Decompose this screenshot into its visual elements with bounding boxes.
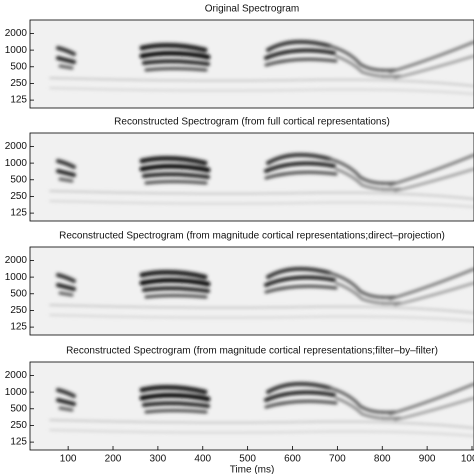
- y-tick-label: 1000: [5, 272, 28, 283]
- x-tick-label: 800: [374, 454, 391, 465]
- panel-title: Original Spectrogram: [205, 4, 299, 15]
- y-tick-label: 1000: [5, 45, 28, 56]
- y-tick-label: 2000: [5, 370, 28, 381]
- y-tick-label: 2000: [5, 255, 28, 266]
- y-tick-label: 500: [10, 288, 27, 299]
- axes-frame: [29, 246, 474, 336]
- spectrogram-image: [30, 20, 474, 108]
- x-tick-label: 100: [60, 454, 77, 465]
- panel-title: Reconstructed Spectrogram (from full cor…: [114, 117, 390, 128]
- spectrogram-image: [30, 362, 474, 450]
- y-tick-label: 125: [10, 208, 27, 219]
- spectrogram-image: [30, 133, 474, 221]
- x-axis-label: Time (ms): [230, 465, 275, 474]
- axes-frame: [29, 361, 474, 451]
- y-tick-label: 250: [10, 305, 27, 316]
- y-tick-label: 125: [10, 437, 27, 448]
- y-tick-label: 500: [10, 61, 27, 72]
- axes-frame: [29, 132, 474, 222]
- panel-title: Reconstructed Spectrogram (from magnitud…: [66, 346, 438, 357]
- y-tick-label: 2000: [5, 28, 28, 39]
- x-tick-label: 1000: [461, 454, 474, 465]
- y-tick-label: 125: [10, 322, 27, 333]
- x-tick-label: 500: [239, 454, 256, 465]
- axes-frame: [29, 19, 474, 109]
- y-tick-label: 2000: [5, 141, 28, 152]
- y-tick-label: 250: [10, 420, 27, 431]
- y-tick-label: 1000: [5, 158, 28, 169]
- panel-title: Reconstructed Spectrogram (from magnitud…: [59, 231, 445, 242]
- x-tick-label: 700: [329, 454, 346, 465]
- y-tick-label: 250: [10, 191, 27, 202]
- x-tick-label: 200: [105, 454, 122, 465]
- y-tick-label: 250: [10, 78, 27, 89]
- spectrogram-image: [30, 247, 474, 335]
- x-tick-label: 400: [194, 454, 211, 465]
- x-tick-label: 900: [419, 454, 436, 465]
- y-tick-label: 125: [10, 95, 27, 106]
- y-tick-label: 500: [10, 174, 27, 185]
- y-tick-label: 500: [10, 403, 27, 414]
- x-tick-label: 600: [284, 454, 301, 465]
- y-tick-label: 1000: [5, 387, 28, 398]
- x-tick-label: 300: [150, 454, 167, 465]
